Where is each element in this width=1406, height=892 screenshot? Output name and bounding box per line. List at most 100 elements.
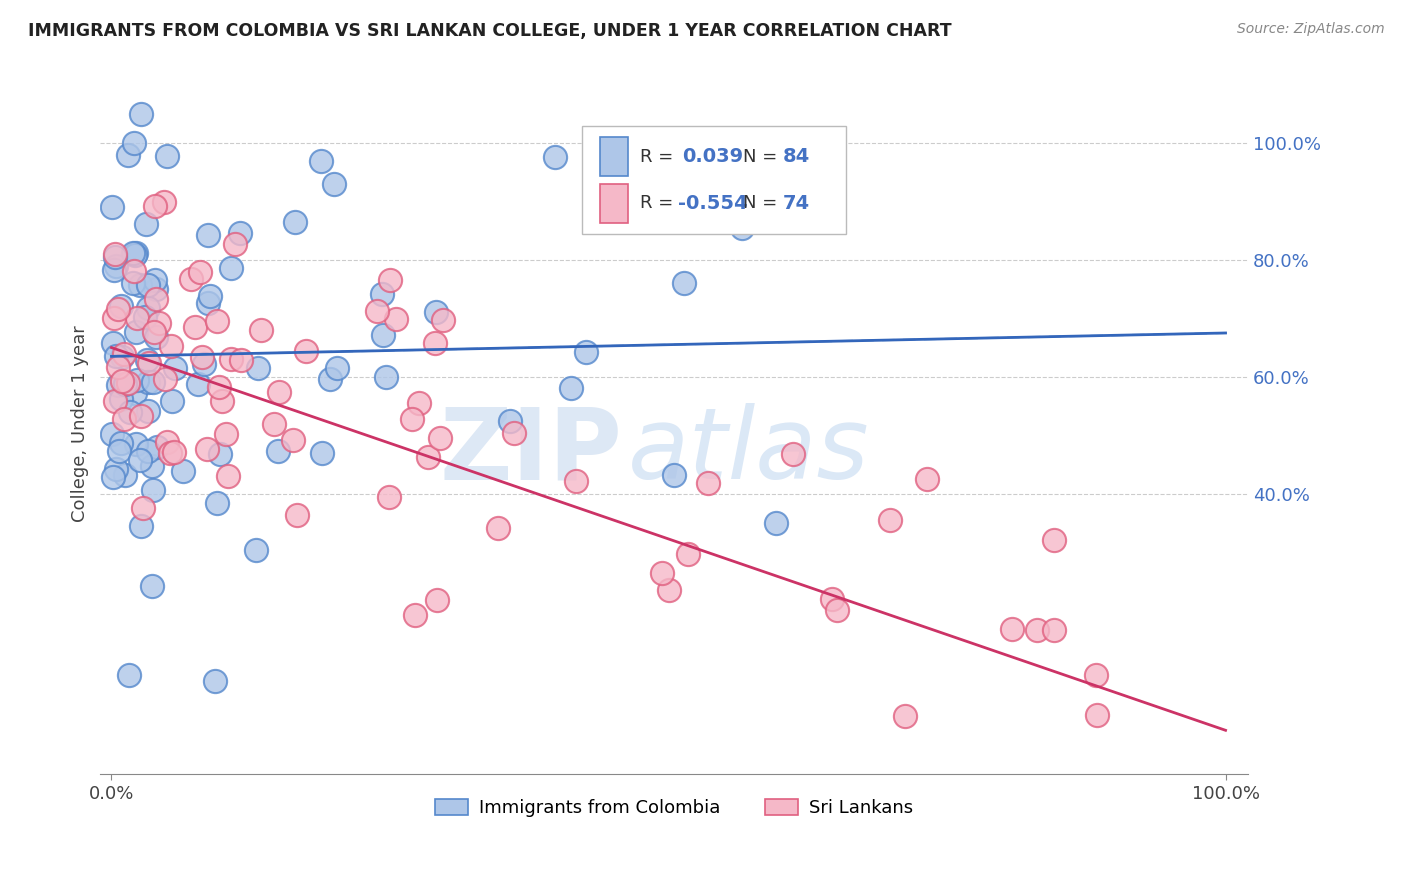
Point [894,708,917,723]
Point [821,591,844,606]
Text: 84: 84 [783,147,810,166]
Point [731,220,754,235]
Point [188,265,211,279]
Point [197,227,219,242]
Point [425,305,447,319]
Point [108,443,131,458]
Point [190,350,212,364]
Text: R =: R = [640,147,679,166]
Point [404,607,426,622]
Point [125,373,148,387]
Point [124,248,146,262]
Text: ZIP: ZIP [440,403,623,500]
Point [281,434,304,448]
Point [125,325,148,339]
Point [208,380,231,394]
Point [143,325,166,339]
Point [125,311,148,326]
Text: R =: R = [640,194,679,212]
Point [432,313,454,327]
Point [136,277,159,292]
Point [187,377,209,392]
Point [156,435,179,450]
Point [285,508,308,522]
Point [142,375,165,389]
Point [146,441,169,455]
Point [153,195,176,210]
Point [309,153,332,168]
Point [486,521,509,535]
Text: N =: N = [742,147,783,166]
Point [658,582,681,597]
Point [141,459,163,474]
Point [564,475,586,489]
Point [129,518,152,533]
Point [284,215,307,229]
Point [138,356,160,370]
Point [104,462,127,476]
Point [159,338,181,352]
Point [197,296,219,310]
Point [193,357,215,371]
Point [142,483,165,498]
Point [219,352,242,367]
Point [145,330,167,344]
Point [325,361,347,376]
Point [153,372,176,386]
Point [295,343,318,358]
Point [1043,533,1066,548]
Point [114,467,136,482]
Point [215,427,238,442]
Point [104,350,127,364]
Point [136,443,159,458]
Point [765,516,787,531]
Point [827,603,849,617]
Point [180,272,202,286]
Point [651,566,673,580]
Point [408,395,430,409]
Point [217,469,239,483]
Point [124,386,146,401]
Point [1001,622,1024,636]
Point [384,311,406,326]
Point [103,246,125,260]
Point [198,289,221,303]
Point [136,352,159,367]
Point [132,500,155,515]
Point [112,412,135,426]
Point [366,303,388,318]
Point [378,490,401,504]
Point [319,372,342,386]
Point [143,199,166,213]
Point [114,376,136,391]
Y-axis label: College, Under 1 year: College, Under 1 year [72,326,89,522]
Point [124,264,146,278]
Point [323,177,346,191]
Point [162,394,184,409]
Point [676,547,699,561]
Point [662,468,685,483]
Point [269,385,291,400]
Point [219,260,242,275]
Point [782,447,804,461]
Point [371,286,394,301]
Point [124,246,146,260]
Point [103,336,125,351]
Point [138,301,160,316]
Point [374,370,396,384]
Point [101,427,124,442]
Point [560,381,582,395]
Point [103,263,125,277]
Point [211,394,233,409]
Point [136,375,159,389]
Point [117,376,139,390]
Point [378,273,401,287]
Point [122,246,145,260]
Text: IMMIGRANTS FROM COLOMBIA VS SRI LANKAN COLLEGE, UNDER 1 YEAR CORRELATION CHART: IMMIGRANTS FROM COLOMBIA VS SRI LANKAN C… [28,22,952,40]
Point [101,470,124,484]
Point [145,282,167,296]
Point [111,350,134,364]
Point [135,217,157,231]
Point [416,450,439,464]
Point [129,453,152,467]
